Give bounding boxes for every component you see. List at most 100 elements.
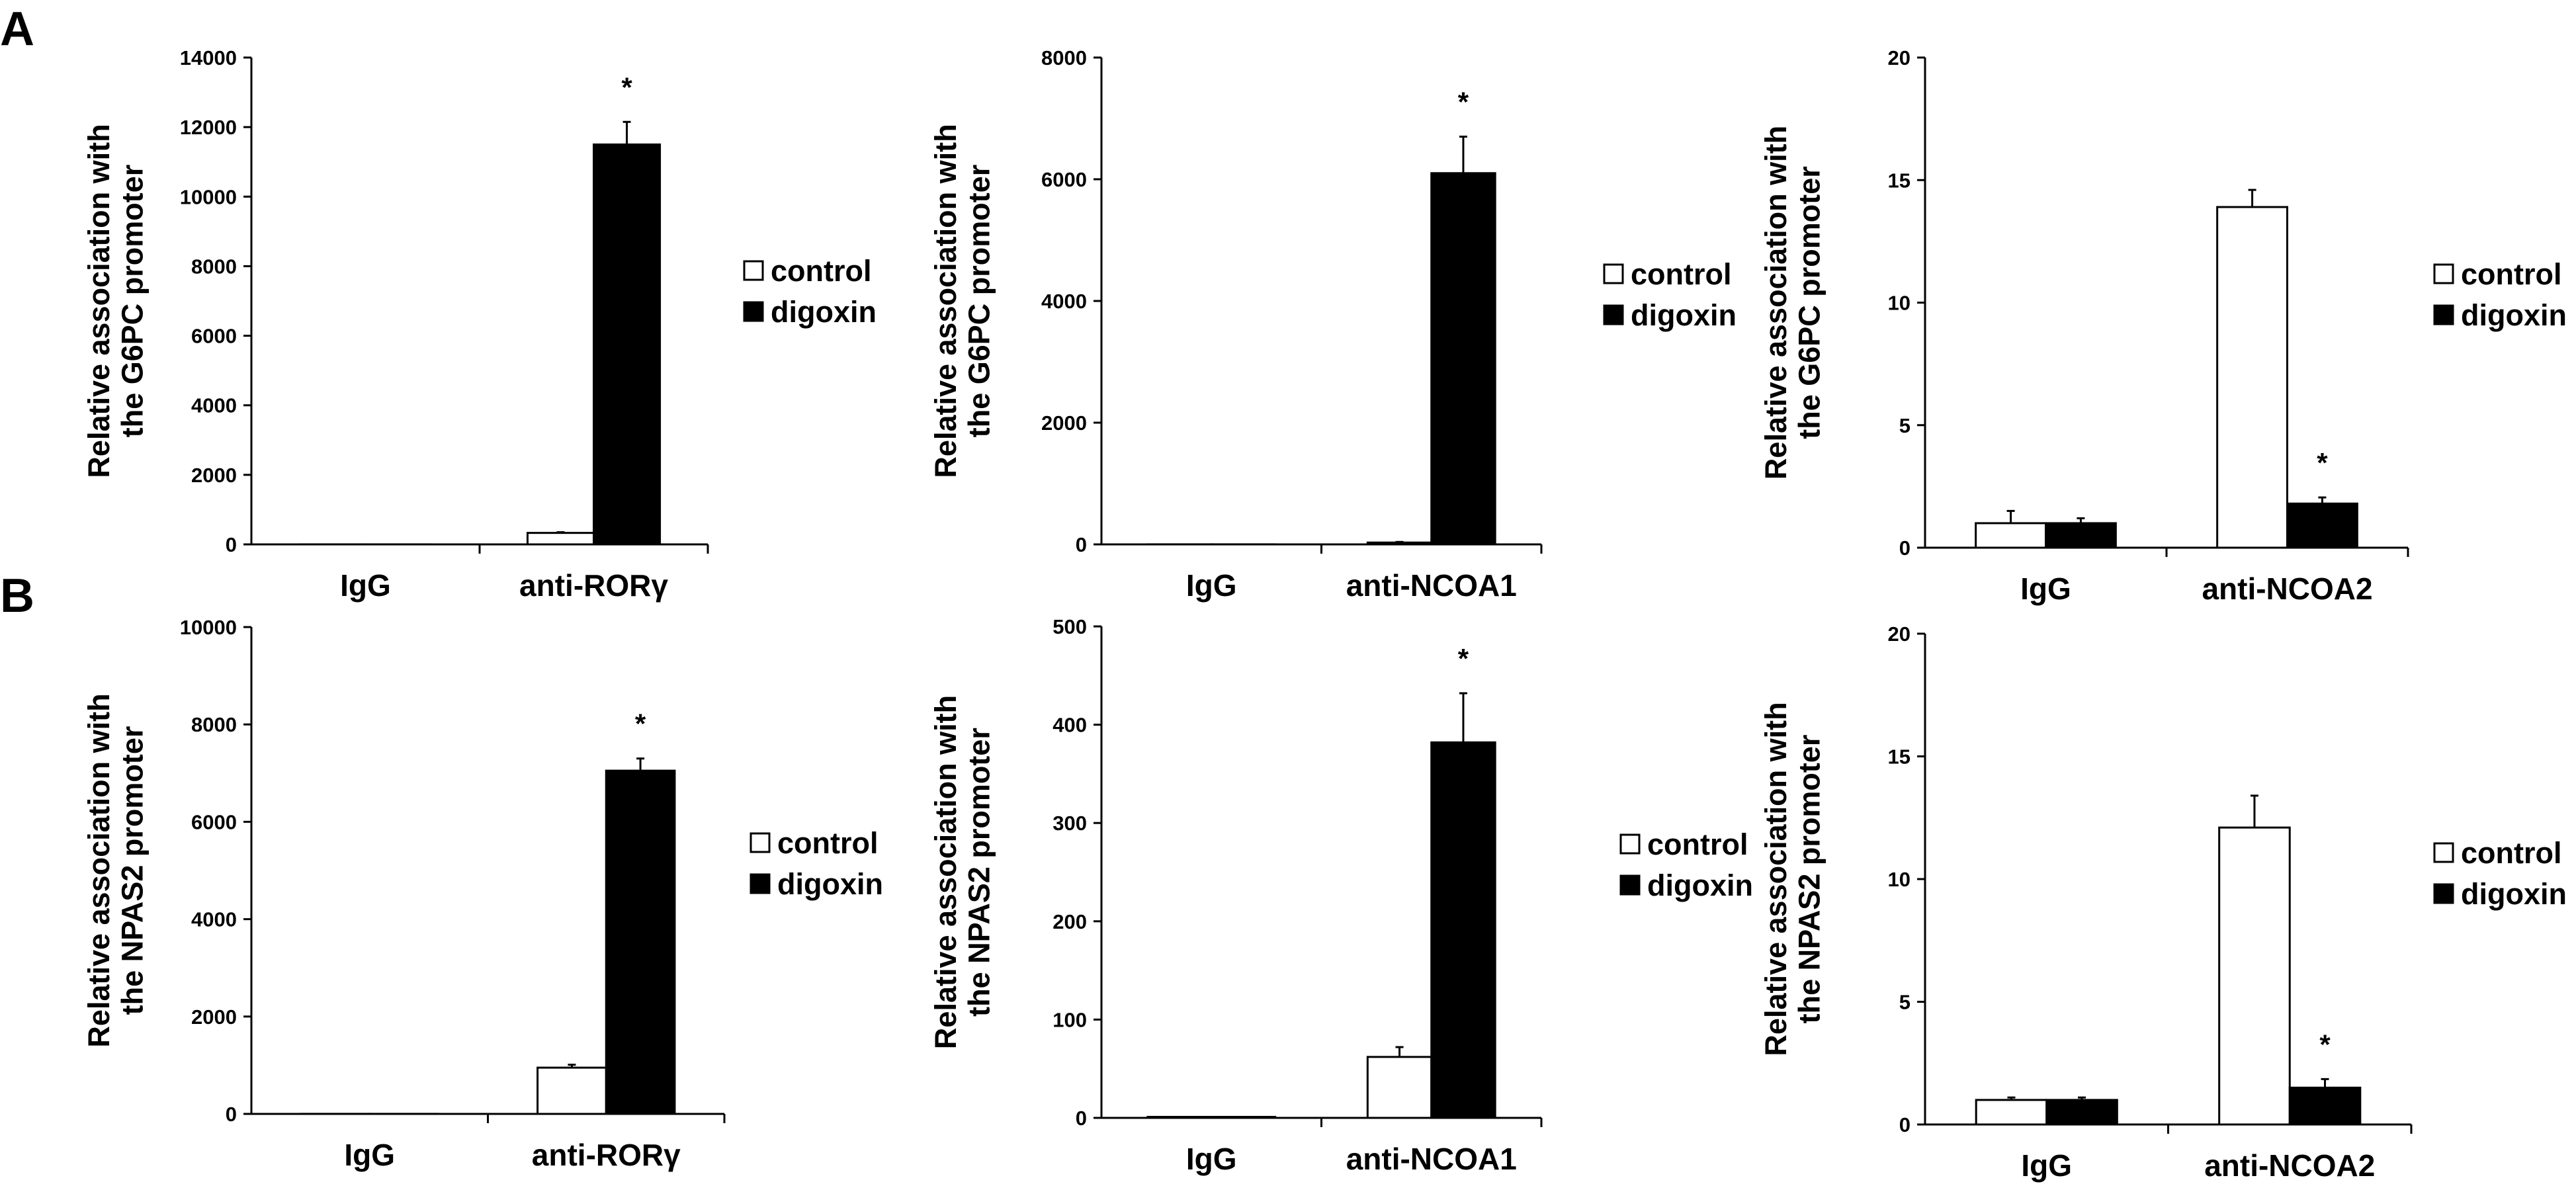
y-tick-label: 12000	[180, 116, 237, 139]
legend-label-digoxin: digoxin	[777, 867, 883, 901]
x-tick-label: IgG	[340, 568, 391, 603]
y-tick-label: 0	[1076, 1107, 1087, 1130]
bar-control	[537, 1066, 607, 1115]
y-axis-label-line: Relative association with	[1759, 126, 1793, 480]
x-tick-label: IgG	[2020, 572, 2071, 606]
y-tick-label: 6000	[191, 810, 237, 833]
significance-mark: *	[635, 708, 646, 740]
legend-label-control: control	[777, 826, 879, 860]
panel-label-a: A	[0, 3, 34, 56]
legend-label-digoxin: digoxin	[2461, 298, 2567, 332]
bar-digoxin	[1210, 1116, 1277, 1119]
bar-control	[1146, 1116, 1213, 1119]
y-axis-label-line: the NPAS2 promoter	[1792, 735, 1826, 1024]
y-axis-label-line: the G6PC promoter	[962, 165, 996, 438]
y-axis-label-line: Relative association with	[1759, 702, 1793, 1056]
x-tick-label: anti-RORγ	[519, 568, 668, 603]
y-tick-label: 10000	[180, 616, 237, 639]
x-tick-label: anti-NCOA1	[1346, 1142, 1517, 1176]
y-tick-label: 6000	[191, 325, 237, 348]
y-tick-label: 15	[1888, 745, 1911, 769]
x-tick-label: anti-RORγ	[532, 1138, 681, 1172]
y-tick-label: 10000	[180, 185, 237, 208]
legend-swatch-digoxin	[2433, 883, 2454, 904]
y-tick-label: 5	[1899, 414, 1911, 437]
significance-mark: *	[1458, 87, 1469, 118]
y-tick-label: 20	[1888, 46, 1911, 69]
y-tick-label: 300	[1052, 812, 1087, 835]
bar-digoxin	[2288, 1086, 2362, 1126]
y-tick-label: 500	[1052, 615, 1087, 638]
y-axis-label-line: Relative association with	[929, 695, 963, 1049]
panel-label-b: B	[0, 570, 34, 622]
y-tick-label: 10	[1888, 292, 1911, 315]
legend-label-digoxin: digoxin	[1631, 298, 1737, 332]
y-axis-label: Relative association withthe G6PC promot…	[82, 124, 149, 478]
chart-6: 0 5 10 15 20 IgG anti-NCOA2 * Relative associati…	[1759, 622, 2567, 1183]
bar-digoxin	[1430, 741, 1496, 1119]
legend-swatch-control	[743, 260, 764, 281]
legend-swatch-digoxin	[1619, 874, 1641, 896]
y-tick-label: 8000	[191, 713, 237, 736]
bar-control	[1366, 1056, 1433, 1119]
legend-label-control: control	[2461, 257, 2562, 291]
legend-label-digoxin: digoxin	[2461, 877, 2567, 911]
legend-label-digoxin: digoxin	[771, 295, 877, 329]
significance-mark: *	[2317, 447, 2328, 478]
y-tick-label: 400	[1052, 714, 1087, 737]
y-tick-label: 8000	[1041, 46, 1087, 69]
y-tick-label: 14000	[180, 46, 237, 69]
chart-3: 0 5 10 15 20 IgG anti-NCOA2 * Relative associati…	[1759, 46, 2567, 606]
legend-swatch-control	[1619, 833, 1641, 855]
x-tick-label: anti-NCOA2	[2202, 572, 2372, 606]
x-tick-label: IgG	[1186, 1142, 1237, 1176]
y-axis-label-line: the G6PC promoter	[115, 165, 149, 438]
legend-label-control: control	[2461, 836, 2562, 870]
x-tick-label: anti-NCOA2	[2204, 1148, 2375, 1183]
legend-swatch-digoxin	[743, 301, 764, 322]
y-axis-label: Relative association withthe NPAS2 promo…	[82, 693, 149, 1047]
bar-digoxin	[2286, 502, 2358, 549]
x-tick-label: IgG	[1186, 568, 1237, 603]
y-tick-label: 15	[1888, 169, 1911, 192]
y-tick-label: 4000	[1041, 290, 1087, 313]
bar-control	[526, 532, 595, 546]
significance-mark: *	[1458, 643, 1469, 674]
y-axis-label: Relative association withthe G6PC promot…	[1759, 126, 1826, 480]
legend-swatch-control	[2433, 263, 2454, 284]
legend-swatch-control	[1603, 263, 1624, 284]
bar-control	[1975, 1099, 2048, 1126]
bar-digoxin	[593, 143, 662, 546]
y-tick-label: 20	[1888, 622, 1911, 646]
bar-control	[2218, 826, 2291, 1126]
chart-4: 0 2000 4000 6000 8000 10000 IgG anti-RORγ * Relat…	[82, 616, 883, 1172]
chart-1: 0 2000 4000 6000 8000 10000 12000 14000 IgG anti-…	[82, 46, 877, 603]
y-tick-label: 100	[1052, 1008, 1087, 1031]
y-tick-label: 0	[1899, 1113, 1911, 1136]
significance-mark: *	[2319, 1029, 2331, 1060]
y-axis-label-line: Relative association with	[929, 124, 963, 478]
y-tick-label: 6000	[1041, 168, 1087, 191]
bar-digoxin	[605, 769, 676, 1115]
significance-mark: *	[621, 71, 632, 103]
y-tick-label: 2000	[191, 1005, 237, 1029]
bar-digoxin	[2045, 522, 2117, 549]
y-tick-label: 4000	[191, 908, 237, 931]
legend-swatch-control	[2433, 842, 2454, 863]
bar-control	[2216, 206, 2288, 549]
y-tick-label: 5	[1899, 991, 1911, 1014]
y-axis-label-line: Relative association with	[82, 693, 116, 1047]
y-axis-label-line: Relative association with	[82, 124, 116, 478]
y-tick-label: 200	[1052, 910, 1087, 933]
legend-swatch-control	[750, 832, 771, 853]
y-tick-label: 2000	[191, 464, 237, 487]
y-axis-label: Relative association withthe NPAS2 promo…	[929, 695, 996, 1049]
bar-digoxin	[1430, 172, 1496, 546]
y-tick-label: 0	[226, 533, 237, 556]
legend-swatch-digoxin	[2433, 304, 2454, 325]
x-tick-label: anti-NCOA1	[1346, 568, 1517, 603]
legend-swatch-digoxin	[750, 873, 771, 894]
x-tick-label: IgG	[344, 1138, 395, 1172]
y-tick-label: 0	[1899, 536, 1911, 560]
